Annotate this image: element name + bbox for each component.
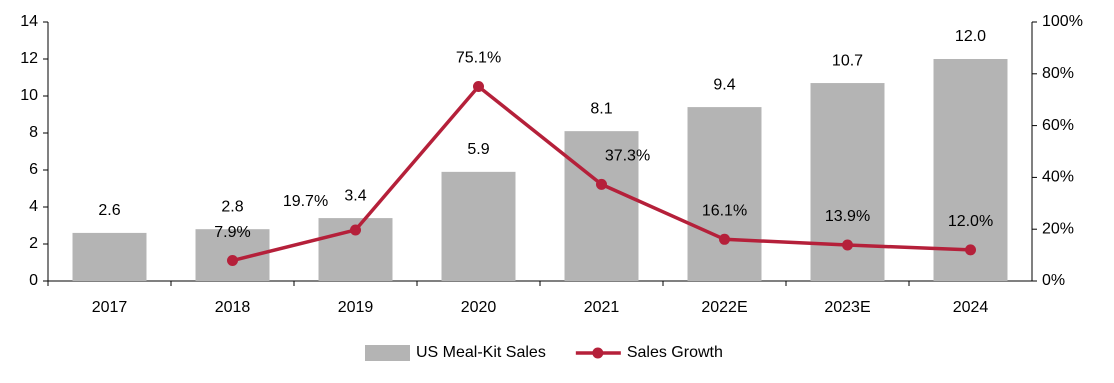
bar [810,83,885,281]
line-value-label: 19.7% [283,193,328,210]
legend-label: Sales Growth [627,344,723,361]
bar [441,171,516,281]
y-tick-label: 12 [20,50,38,67]
bar-value-label: 9.4 [713,76,735,93]
x-tick-label: 2023E [824,299,870,316]
bar-value-label: 12.0 [955,28,986,45]
x-tick-label: 2017 [92,299,128,316]
y2-tick-label: 60% [1042,117,1074,134]
y-tick-label: 10 [20,87,38,104]
line-point [473,80,484,92]
bar-value-label: 3.4 [344,187,366,204]
x-tick-label: 2018 [215,299,251,316]
y-tick-label: 4 [29,198,38,215]
line-value-label: 7.9% [214,224,250,241]
line-point [719,233,730,245]
line-point [965,244,976,256]
y2-tick-label: 0% [1042,272,1065,289]
bar-value-label: 10.7 [832,52,863,69]
x-tick-label: 2024 [953,299,989,316]
x-tick-label: 2022E [701,299,747,316]
line-point [227,255,238,267]
bar-value-label: 8.1 [590,100,612,117]
line-point [842,239,853,251]
bar-value-label: 5.9 [467,141,489,158]
line-point [350,224,361,236]
y-tick-label: 2 [29,235,38,252]
y-tick-label: 14 [20,13,38,30]
y-tick-label: 8 [29,124,38,141]
line-value-label: 75.1% [456,50,501,67]
x-tick-label: 2020 [461,299,497,316]
line-value-label: 16.1% [702,203,747,220]
line-value-label: 12.0% [948,213,993,230]
y2-tick-label: 40% [1042,169,1074,186]
y-tick-label: 6 [29,161,38,178]
bar [564,131,639,281]
x-tick-label: 2019 [338,299,374,316]
y2-tick-label: 80% [1042,65,1074,82]
bar [933,59,1008,281]
legend-swatch [365,345,410,361]
bar [72,232,147,281]
bar-value-label: 2.6 [98,202,120,219]
bar [687,107,762,281]
y2-tick-label: 100% [1042,13,1083,30]
legend-label: US Meal-Kit Sales [416,344,546,361]
y2-tick-label: 20% [1042,220,1074,237]
line-value-label: 13.9% [825,208,870,225]
line-point [596,178,607,190]
bar-value-label: 2.8 [221,198,243,215]
legend-swatch-marker [592,347,604,359]
x-tick-label: 2021 [584,299,620,316]
line-value-label: 37.3% [605,148,650,165]
y-tick-label: 0 [29,272,38,289]
